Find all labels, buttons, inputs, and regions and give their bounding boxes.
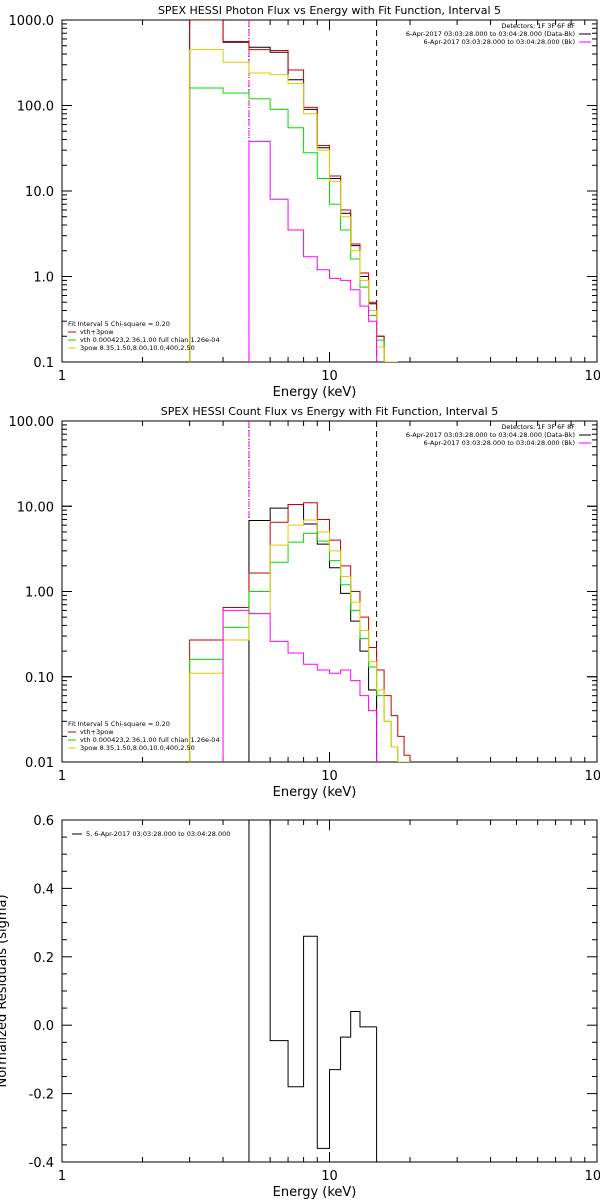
y-tick-label: -0.2 <box>29 1088 54 1103</box>
x-axis-label: Energy (keV) <box>273 1185 357 1200</box>
chart-title: SPEX HESSI Photon Flux vs Energy with Fi… <box>158 4 501 17</box>
series-group <box>189 502 411 762</box>
y-tick-label: 100.00 <box>9 415 55 430</box>
legend-bottom-left: Fit Interval 5 Chi-square = 0.20vth+3pow… <box>68 720 220 752</box>
x-tick-label: 1 <box>58 369 66 384</box>
y-tick-label: 0.10 <box>25 671 54 686</box>
legend-entry: vth+3pow <box>80 728 114 736</box>
series-group <box>248 820 378 1162</box>
x-tick-label: 100 <box>585 769 600 784</box>
legend-entry: 6-Apr-2017 03:03:28.000 to 03:04:28.000 … <box>424 439 575 447</box>
legend-top-right: Detectors: 1F 3F 6F 8F6-Apr-2017 03:03:2… <box>406 423 591 447</box>
x-axis-label: Energy (keV) <box>273 385 357 400</box>
legend-entry: Detectors: 1F 3F 6F 8F <box>501 22 575 30</box>
histogram-series-3 <box>189 87 398 362</box>
y-tick-label: 0.1 <box>33 356 54 371</box>
legend-entry: 6-Apr-2017 03:03:28.000 to 03:04:28.000 … <box>406 30 575 38</box>
y-tick-label: 10.0 <box>25 185 54 200</box>
y-tick-label: 1.00 <box>25 586 54 601</box>
y-tick-label: 100.0 <box>17 100 54 115</box>
legend-entry: 3pow 8.35,1.50,8.00,10.0,400,2.50 <box>80 744 195 752</box>
histogram-series-2 <box>189 20 398 362</box>
y-tick-label: 0.2 <box>33 951 54 966</box>
y-tick-label: 10.00 <box>17 500 54 515</box>
y-tick-label: 1000.0 <box>9 14 55 29</box>
y-tick-label: 0.0 <box>33 1019 54 1034</box>
histogram-series-1 <box>248 503 378 762</box>
legend-entry: 6-Apr-2017 03:03:28.000 to 03:04:28.000 … <box>424 38 575 46</box>
y-tick-label: -0.4 <box>29 1156 54 1171</box>
chart-title: SPEX HESSI Count Flux vs Energy with Fit… <box>161 405 498 418</box>
x-tick-label: 100 <box>585 369 600 384</box>
legend-top-right: Detectors: 1F 3F 6F 8F6-Apr-2017 03:03:2… <box>406 22 591 46</box>
legend-entry: 5, 6-Apr-2017 03:03:28.000 to 03:04:28.0… <box>86 830 230 838</box>
y-tick-label: 0.6 <box>33 814 54 829</box>
histogram-series-1 <box>248 820 377 1149</box>
x-tick-label: 1 <box>58 769 66 784</box>
x-axis-label: Energy (keV) <box>273 785 357 800</box>
x-tick-label: 10 <box>321 369 338 384</box>
histogram-series-1 <box>189 20 398 362</box>
legend-top-left: 5, 6-Apr-2017 03:03:28.000 to 03:04:28.0… <box>72 830 230 838</box>
plot-frame <box>61 420 598 763</box>
x-tick-label: 10 <box>321 1169 338 1184</box>
histogram-series-5 <box>222 609 378 762</box>
y-tick-label: 0.4 <box>33 882 54 897</box>
legend-entry: vth+3pow <box>80 328 114 336</box>
legend-entry: vth 0.000423,2.36,1.00 full chian 1.26e-… <box>80 736 220 744</box>
y-axis-label: Normalized Residuals (sigma) <box>0 894 10 1087</box>
histogram-series-5 <box>248 140 378 362</box>
y-tick-label: 1.0 <box>33 271 54 286</box>
histogram-series-3 <box>189 532 399 762</box>
legend-bottom-left: Fit Interval 5 Chi-square = 0.20vth+3pow… <box>68 320 220 352</box>
y-tick-label: 0.01 <box>25 756 54 771</box>
x-tick-label: 100 <box>585 1169 600 1184</box>
x-tick-label: 1 <box>58 1169 66 1184</box>
legend-entry: Fit Interval 5 Chi-square = 0.20 <box>68 320 170 328</box>
histogram-series-4 <box>189 49 398 362</box>
x-tick-label: 10 <box>321 769 338 784</box>
chart-panel-2: SPEX HESSI Count Flux vs Energy with Fit… <box>9 405 600 800</box>
legend-entry: 3pow 8.35,1.50,8.00,10.0,400,2.50 <box>80 344 195 352</box>
chart-panel-3: 1 10 100 0.6 0.4 0.2 0.0 -0.2 -0.4 Energy (keV) No… <box>0 814 600 1200</box>
legend-entry: 6-Apr-2017 03:03:28.000 to 03:04:28.000 … <box>406 431 575 439</box>
legend-entry: vth 0.000423,2.36,1.00 full chian 1.26e-… <box>80 336 220 344</box>
series-group <box>189 20 398 362</box>
legend-entry: Fit Interval 5 Chi-square = 0.20 <box>68 720 170 728</box>
chart-panel-1: SPEX HESSI Photon Flux vs Energy with Fi… <box>9 4 600 400</box>
histogram-series-2 <box>189 502 411 762</box>
legend-entry: Detectors: 1F 3F 6F 8F <box>501 423 575 431</box>
